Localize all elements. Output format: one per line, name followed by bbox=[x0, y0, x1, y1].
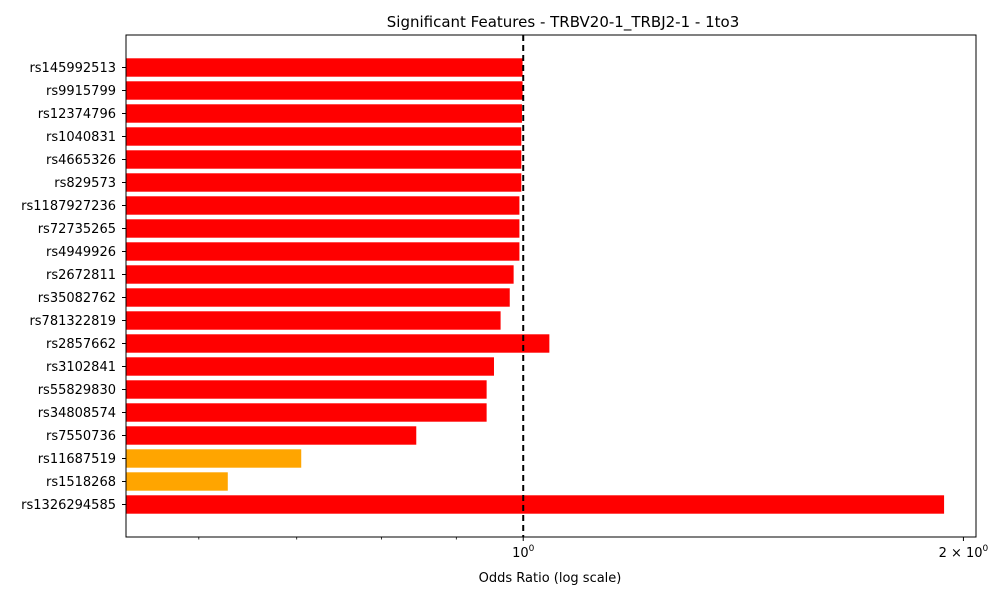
bar-rs1518268 bbox=[126, 472, 228, 491]
bar-rs72735265 bbox=[126, 219, 520, 238]
bar-rs2857662 bbox=[126, 334, 550, 353]
chart-title: Significant Features - TRBV20-1_TRBJ2-1 … bbox=[387, 13, 740, 32]
x-tick-labels: 100 2 × 100 bbox=[512, 544, 988, 561]
bar-rs9915799 bbox=[126, 81, 523, 100]
bar-rs1187927236 bbox=[126, 196, 520, 215]
y-tick-label: rs2857662 bbox=[46, 337, 116, 352]
bar-series bbox=[126, 58, 945, 514]
y-tick-label: rs829573 bbox=[54, 176, 116, 191]
y-tick-label: rs12374796 bbox=[38, 107, 116, 122]
y-tick-label: rs1326294585 bbox=[21, 498, 116, 513]
y-tick-label: rs35082762 bbox=[38, 291, 116, 306]
y-tick-label: rs55829830 bbox=[38, 383, 116, 398]
bar-rs145992513 bbox=[126, 58, 523, 77]
bar-rs2672811 bbox=[126, 265, 514, 284]
y-tick-label: rs1518268 bbox=[46, 475, 116, 490]
y-tick-label: rs4665326 bbox=[46, 153, 116, 168]
bar-rs7550736 bbox=[126, 426, 417, 445]
bar-rs11687519 bbox=[126, 449, 302, 468]
x-axis-label: Odds Ratio (log scale) bbox=[479, 571, 622, 586]
y-tick-label: rs145992513 bbox=[29, 61, 116, 76]
y-tick-label: rs11687519 bbox=[38, 452, 116, 467]
bar-rs55829830 bbox=[126, 380, 487, 399]
x-tick-marks bbox=[198, 537, 964, 541]
y-tick-label: rs9915799 bbox=[46, 84, 116, 99]
y-tick-label: rs2672811 bbox=[46, 268, 116, 283]
x-tick-label: 100 bbox=[512, 544, 535, 561]
y-tick-marks bbox=[122, 67, 126, 505]
y-tick-label: rs34808574 bbox=[38, 406, 116, 421]
bar-rs34808574 bbox=[126, 403, 487, 422]
y-tick-label: rs1187927236 bbox=[21, 199, 116, 214]
y-tick-label: rs3102841 bbox=[46, 360, 116, 375]
bar-rs781322819 bbox=[126, 311, 501, 330]
y-tick-labels: rs145992513 rs9915799 rs12374796 rs1040831 r… bbox=[21, 61, 116, 513]
bar-rs1040831 bbox=[126, 127, 522, 146]
bar-rs829573 bbox=[126, 173, 522, 192]
plot-frame bbox=[125, 34, 977, 538]
bar-rs1326294585 bbox=[126, 495, 945, 514]
y-tick-label: rs781322819 bbox=[29, 314, 116, 329]
bar-rs35082762 bbox=[126, 288, 510, 307]
bar-rs12374796 bbox=[126, 104, 522, 123]
bar-rs4665326 bbox=[126, 150, 522, 169]
y-tick-label: rs1040831 bbox=[46, 130, 116, 145]
bar-rs4949926 bbox=[126, 242, 520, 261]
y-tick-label: rs72735265 bbox=[38, 222, 116, 237]
y-tick-label: rs7550736 bbox=[46, 429, 116, 444]
bar-rs3102841 bbox=[126, 357, 494, 376]
x-tick-label: 2 × 100 bbox=[939, 544, 989, 561]
y-tick-label: rs4949926 bbox=[46, 245, 116, 260]
